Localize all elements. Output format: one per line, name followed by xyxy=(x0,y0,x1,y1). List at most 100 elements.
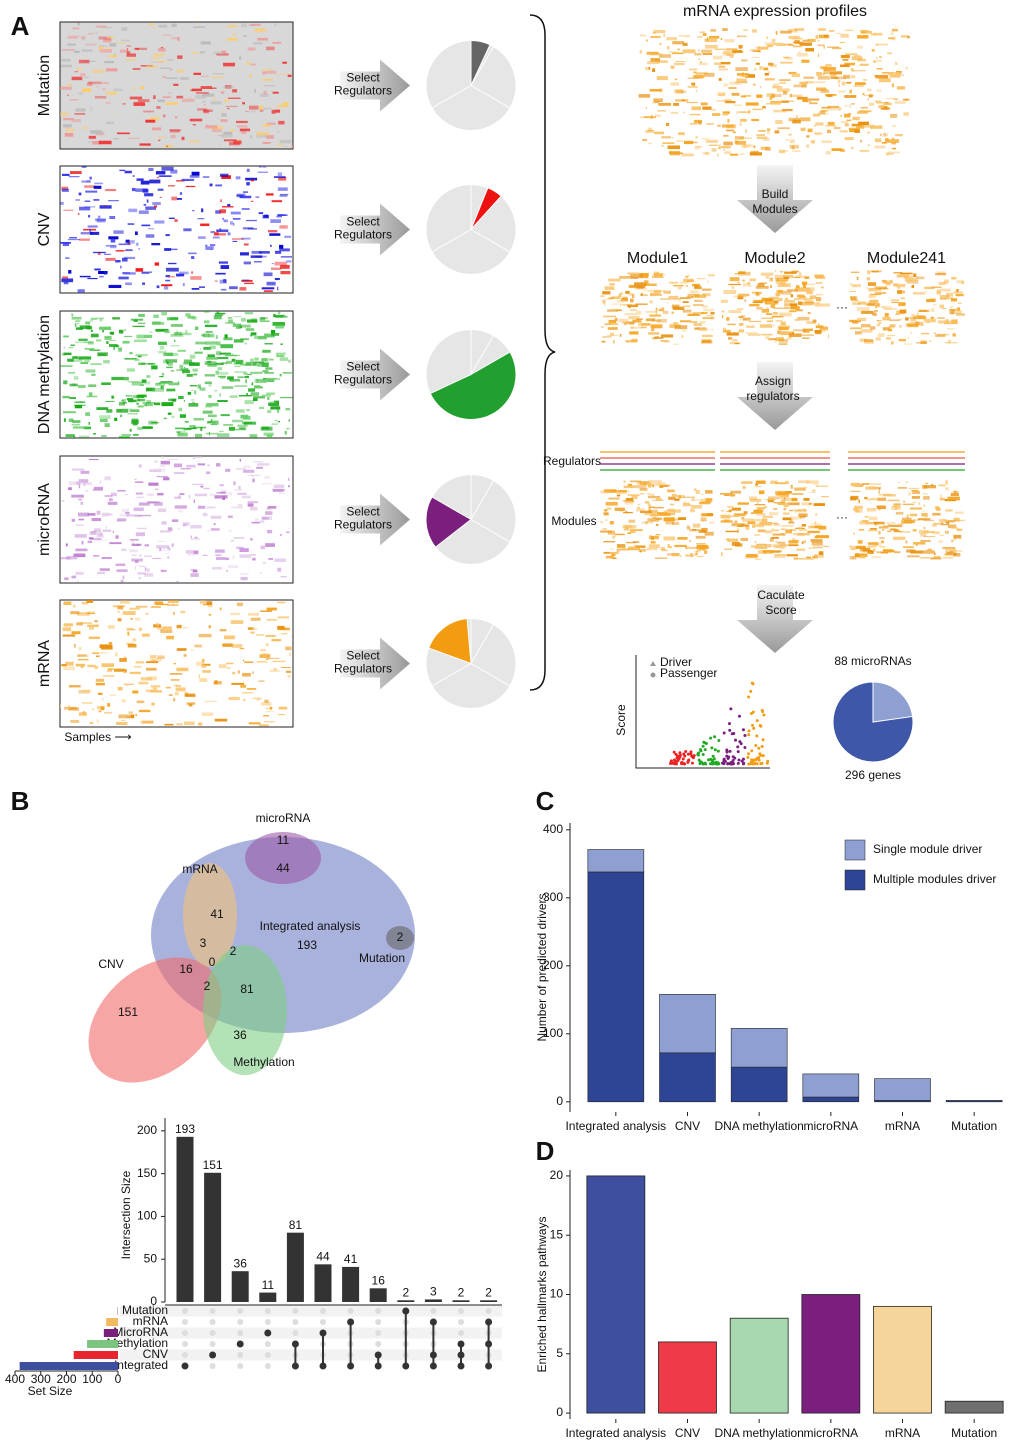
heatmap-cell xyxy=(214,680,218,685)
heatmap-cell xyxy=(692,523,701,528)
arrow-text: Assign xyxy=(755,374,791,388)
heatmap-cell xyxy=(112,530,114,534)
heatmap-cell xyxy=(655,557,668,559)
heatmap-cell xyxy=(193,72,202,75)
heatmap-cell xyxy=(740,315,746,317)
omics-label: CNV xyxy=(36,212,53,246)
bar-segment xyxy=(802,1096,860,1103)
heatmap-cell xyxy=(72,604,76,608)
heatmap-cell xyxy=(198,674,200,679)
arrow-text: Select xyxy=(346,215,380,229)
set-label: mRNA xyxy=(133,1314,168,1328)
heatmap-cell xyxy=(725,538,730,541)
heatmap-cell xyxy=(77,289,85,293)
heatmap-cell xyxy=(953,517,960,522)
heatmap-cell xyxy=(823,67,836,71)
heatmap-cell xyxy=(78,498,83,501)
heatmap-cell xyxy=(647,61,660,65)
heatmap-cell xyxy=(851,56,863,61)
heatmap-cell xyxy=(711,108,716,111)
heatmap-cell xyxy=(791,73,800,78)
omics-label: DNA methylation xyxy=(36,315,53,434)
heatmap-cell xyxy=(926,321,930,324)
heatmap-cell xyxy=(217,367,223,371)
heatmap-cell xyxy=(253,42,263,45)
heatmap-cell xyxy=(868,483,882,485)
heatmap-cell xyxy=(205,246,214,250)
heatmap-cell xyxy=(850,490,861,492)
heatmap-cell xyxy=(221,362,228,365)
heatmap-cell xyxy=(168,275,175,278)
matrix-dot xyxy=(485,1340,493,1348)
heatmap-cell xyxy=(779,331,793,336)
heatmap-cell xyxy=(70,344,75,346)
y-tick-label: 200 xyxy=(543,958,563,972)
heatmap-cell xyxy=(844,62,855,66)
heatmap-cell xyxy=(660,61,669,63)
heatmap-cell xyxy=(77,385,86,389)
heatmap-cell xyxy=(943,321,951,325)
heatmap-cell xyxy=(70,611,80,615)
heatmap-cell xyxy=(889,528,897,530)
heatmap-cell xyxy=(85,321,91,325)
heatmap-cell xyxy=(154,382,166,387)
heatmap-cell xyxy=(649,493,655,496)
heatmap-cell xyxy=(223,139,237,142)
heatmap-cell xyxy=(262,125,271,127)
heatmap-cell xyxy=(156,622,159,627)
heatmap-cell xyxy=(760,99,763,102)
heatmap-cell xyxy=(115,721,128,725)
heatmap-cell xyxy=(835,76,847,80)
heatmap-cell xyxy=(265,634,276,638)
heatmap-cell xyxy=(749,48,757,52)
heatmap-cell xyxy=(135,492,144,495)
heatmap-cell xyxy=(815,122,824,126)
heatmap-cell xyxy=(868,300,879,304)
heatmap-cell xyxy=(796,294,805,298)
heatmap-cell xyxy=(948,340,950,344)
heatmap-cell xyxy=(232,323,242,327)
heatmap-cell xyxy=(738,153,745,155)
arrow xyxy=(737,585,813,653)
heatmap-cell xyxy=(793,45,802,48)
heatmap-cell xyxy=(784,306,791,310)
heatmap-cell xyxy=(186,373,193,377)
pie-divider xyxy=(470,85,511,109)
matrix-dot xyxy=(429,1351,437,1359)
heatmap-cell xyxy=(88,81,102,85)
heatmap-cell xyxy=(867,270,871,275)
heatmap-cell xyxy=(251,521,261,524)
arrow-text: Caculate xyxy=(757,588,805,602)
heatmap-cell xyxy=(247,47,256,51)
heatmap-cell xyxy=(620,298,629,302)
heatmap-cell xyxy=(725,530,739,533)
heatmap-cell xyxy=(787,289,799,292)
heatmap-cell xyxy=(726,48,738,51)
heatmap-cell xyxy=(905,540,908,544)
heatmap-cell xyxy=(603,489,617,493)
heatmap-cell xyxy=(203,333,210,338)
heatmap-cell xyxy=(61,278,74,283)
heatmap-cell xyxy=(742,279,745,282)
heatmap-cell xyxy=(125,511,130,514)
heatmap-cell xyxy=(267,410,270,413)
heatmap-cell xyxy=(757,501,759,504)
heatmap-cell xyxy=(767,70,771,74)
heatmap-cell xyxy=(287,359,292,363)
heatmap-cell xyxy=(273,315,284,318)
heatmap-cell xyxy=(904,98,908,102)
heatmap-cell xyxy=(122,399,126,403)
heatmap-cell xyxy=(272,322,285,326)
heatmap-cell xyxy=(667,45,670,50)
heatmap-cell xyxy=(745,102,759,106)
heatmap-cell xyxy=(800,127,806,132)
heatmap-cell xyxy=(74,323,77,327)
heatmap-cell xyxy=(749,496,758,500)
heatmap-cell xyxy=(158,48,166,52)
heatmap-cell xyxy=(739,322,744,326)
heatmap-cell xyxy=(196,22,199,25)
heatmap-cell xyxy=(659,42,662,46)
heatmap-cell xyxy=(105,188,117,192)
heatmap-cell xyxy=(741,59,748,62)
heatmap-cell xyxy=(821,140,832,143)
